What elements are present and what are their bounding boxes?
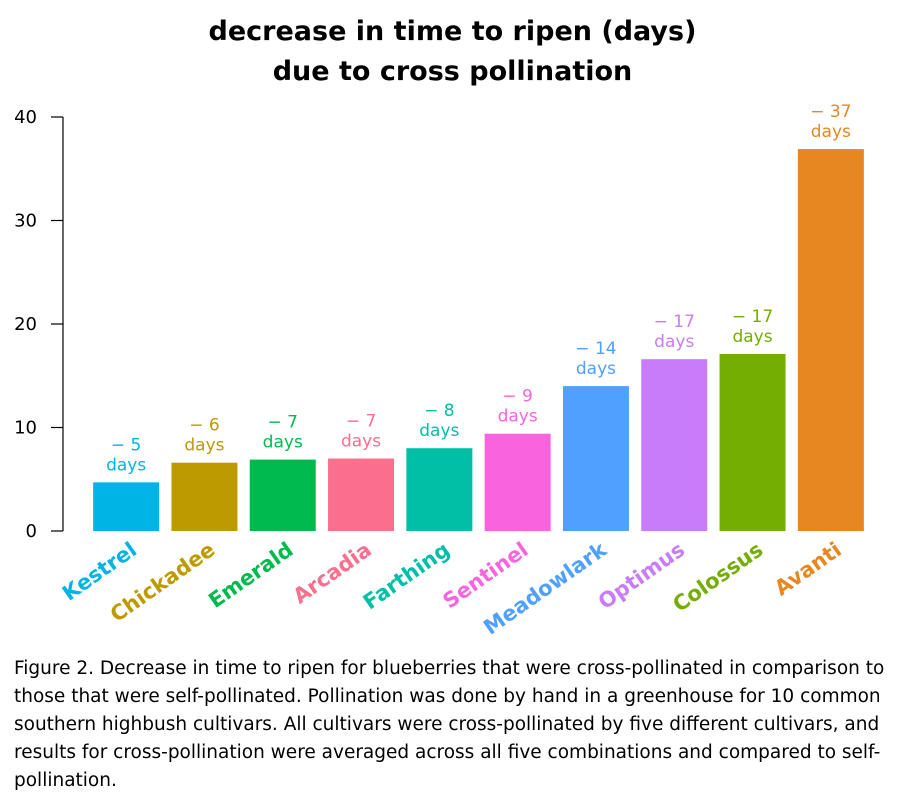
data-label-value: − 17 [654, 312, 695, 332]
data-label-unit: days [184, 436, 224, 456]
chart-title-line-1: decrease in time to ripen (days) [208, 16, 697, 47]
bar-emerald [249, 459, 316, 531]
bar-sentinel [484, 433, 551, 531]
y-axis: 0 10 20 30 40 [14, 107, 64, 542]
x-tick-label: Avanti [770, 537, 846, 600]
y-tick-label: 10 [14, 418, 37, 439]
data-label-unit: days [419, 421, 459, 441]
x-axis-labels: KestrelChickadeeEmeraldArcadiaFarthingSe… [58, 537, 846, 640]
data-label-value: − 5 [111, 435, 141, 455]
x-tick-label: Farthing [359, 537, 455, 614]
bar-farthing [406, 448, 473, 531]
figure-caption: Figure 2. Decrease in time to ripen for … [14, 658, 885, 791]
y-tick-label: 30 [14, 211, 37, 232]
data-label-unit: days [498, 407, 538, 427]
bar-avanti [797, 149, 864, 531]
data-label-value: − 17 [732, 307, 773, 327]
data-label-value: − 14 [575, 339, 616, 359]
data-label-unit: days [106, 455, 146, 475]
bar-optimus [641, 359, 708, 531]
chart-title-line-2: due to cross pollination [272, 56, 633, 87]
data-label-unit: days [654, 332, 694, 352]
y-tick-label: 0 [26, 521, 37, 542]
chart-title: decrease in time to ripen (days) due to … [0, 12, 905, 92]
data-label-value: − 37 [810, 102, 851, 122]
data-label-value: − 7 [346, 412, 376, 432]
data-label-unit: days [576, 359, 616, 379]
data-label-value: − 6 [189, 416, 219, 436]
bar-colossus [719, 354, 786, 531]
y-tick-label: 40 [14, 107, 37, 128]
data-label-unit: days [341, 432, 381, 452]
bar-meadowlark [562, 386, 629, 531]
bars-group [93, 149, 864, 531]
x-tick-label: Emerald [204, 537, 297, 612]
data-label-unit: days [732, 327, 772, 347]
data-label-value: − 8 [424, 401, 454, 421]
data-label-unit: days [263, 433, 303, 453]
bar-chickadee [171, 462, 238, 531]
bar-kestrel [93, 482, 160, 531]
data-label-value: − 7 [268, 413, 298, 433]
data-label-value: − 9 [502, 387, 532, 407]
bar-arcadia [328, 458, 395, 531]
data-label-unit: days [811, 122, 851, 142]
y-tick-label: 20 [14, 314, 37, 335]
